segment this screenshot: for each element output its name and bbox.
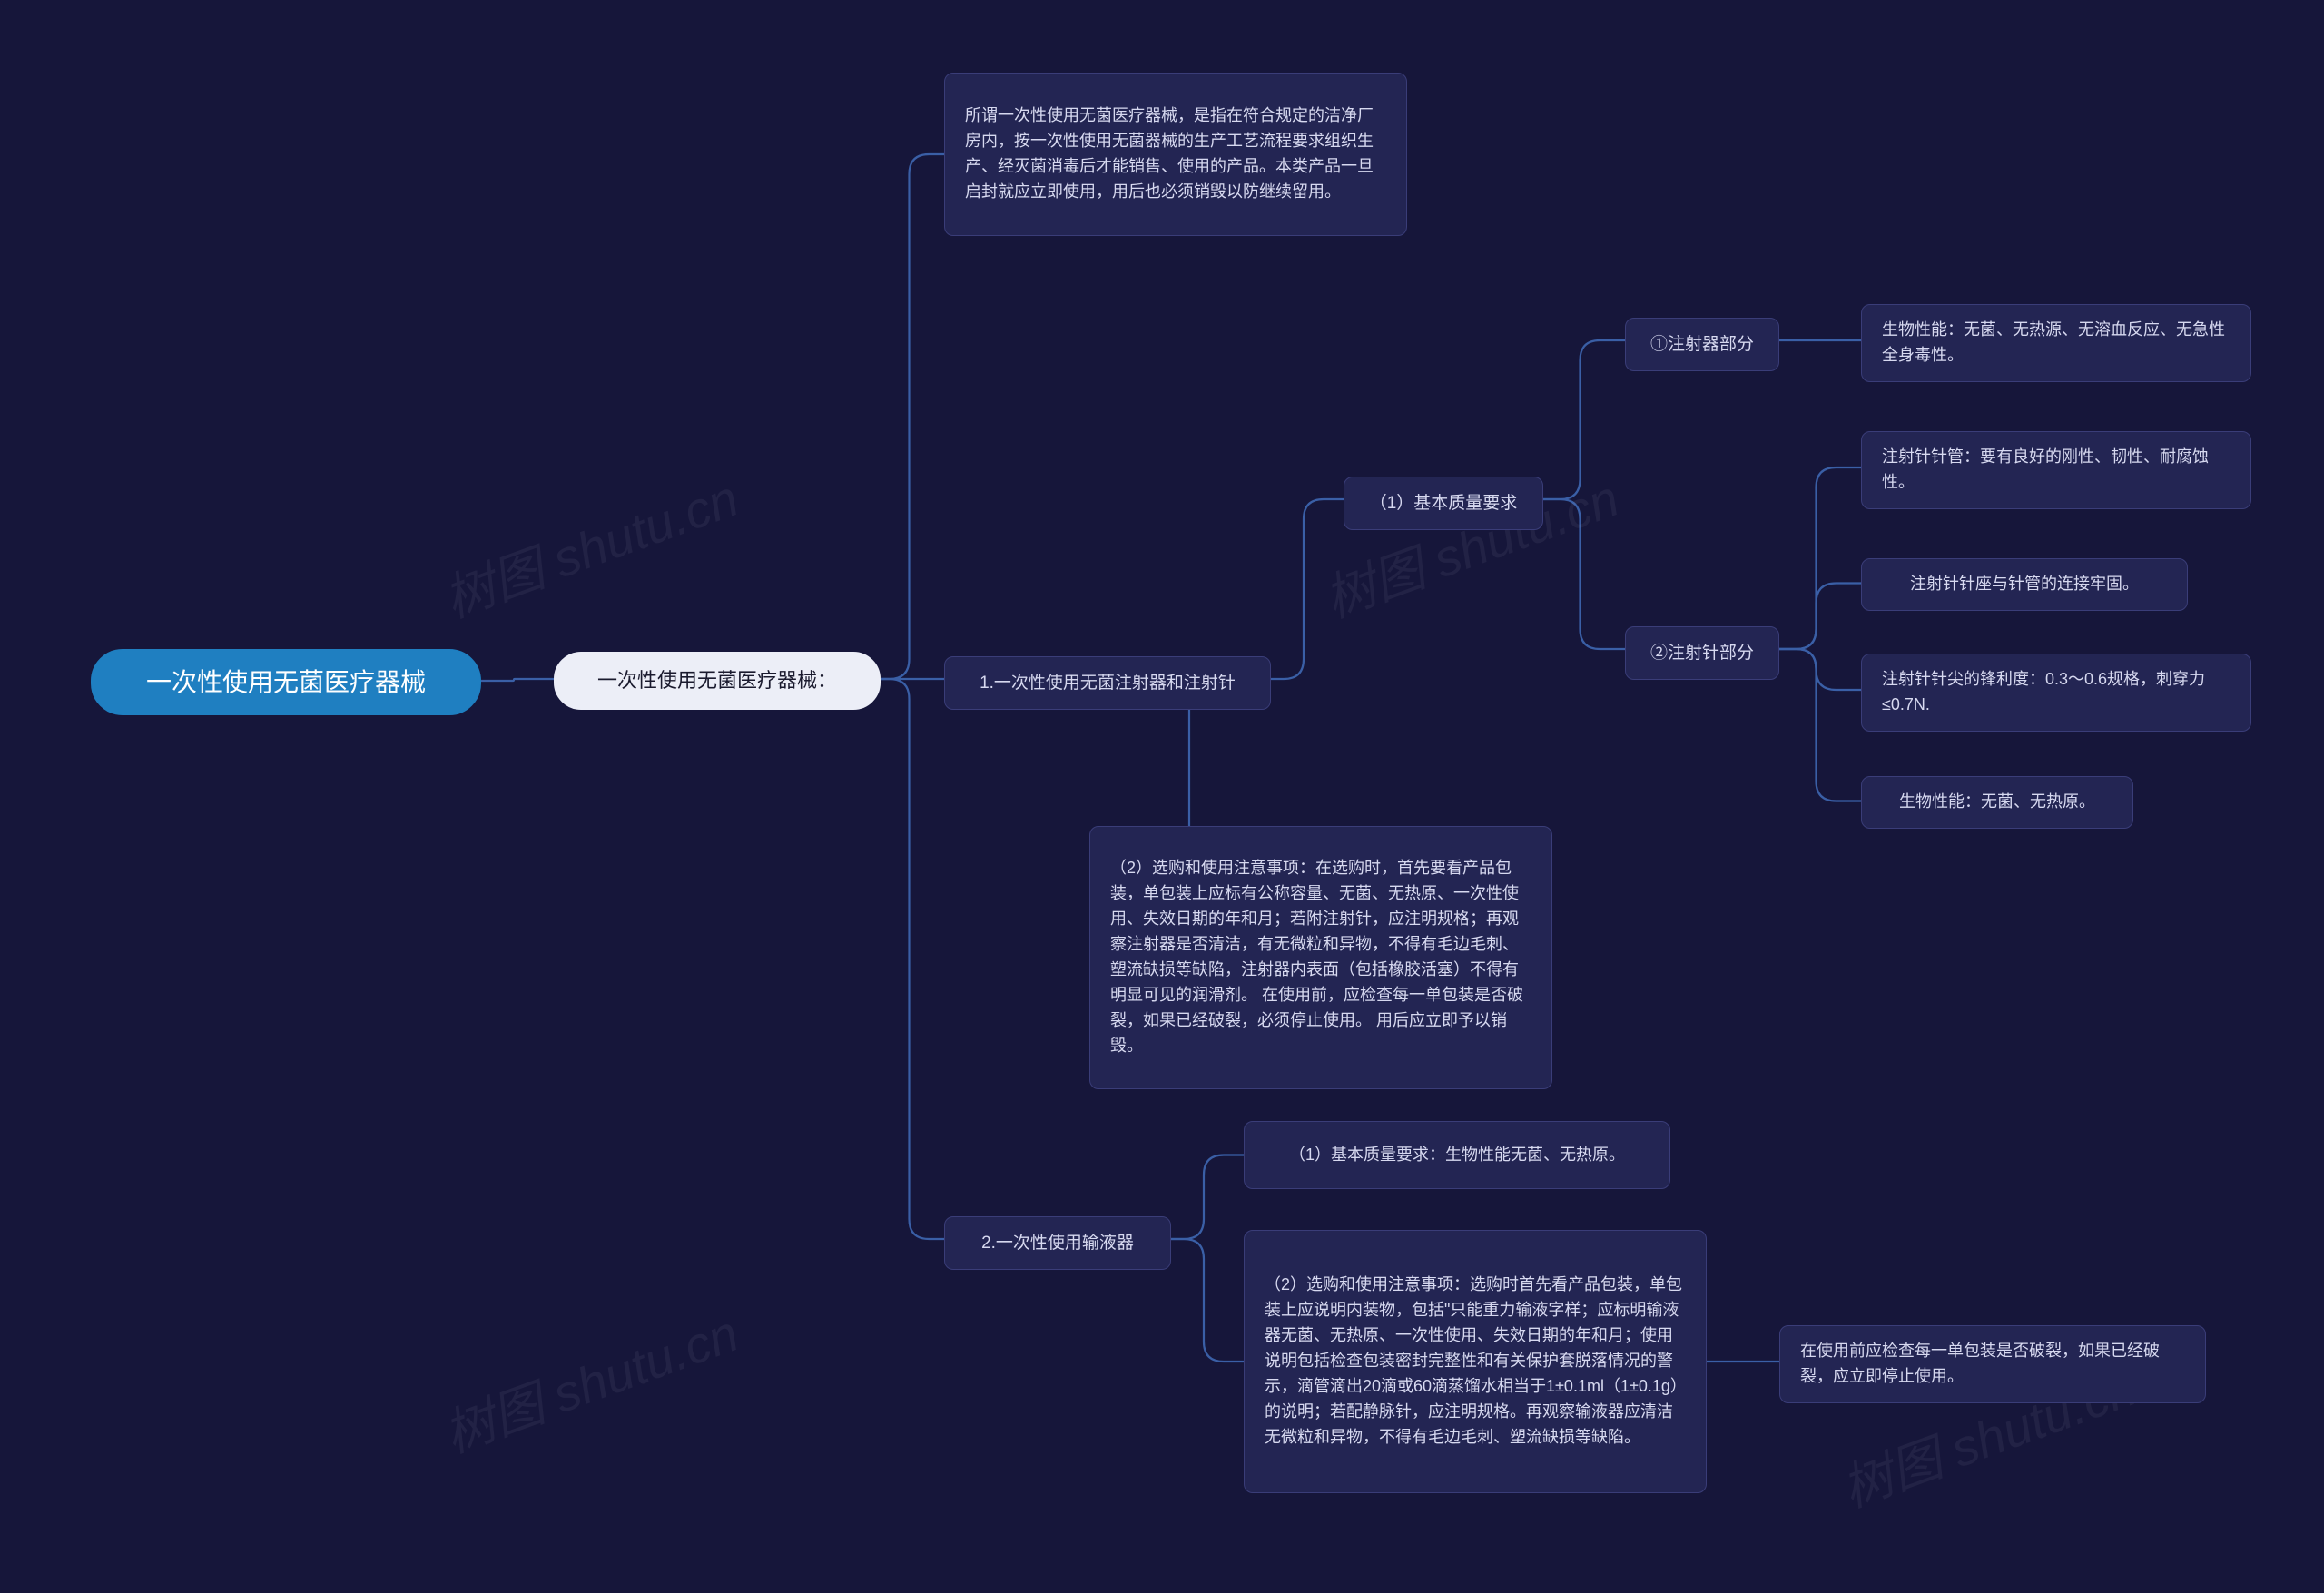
mindmap-stage: 树图 shutu.cn树图 shutu.cn树图 shutu.cn树图 shut… [0,0,2324,1593]
edge-root-n1 [481,679,554,681]
node-leaf5[interactable]: 生物性能：无菌、无热原。 [1861,776,2133,829]
edge-n2a2-leaf2 [1779,467,1861,649]
node-n1[interactable]: 一次性使用无菌医疗器械： [554,652,881,710]
edge-n2a-n2a1 [1543,340,1625,499]
watermark: 树图 shutu.cn [432,457,747,632]
node-n2[interactable]: 1.一次性使用无菌注射器和注射针 [944,656,1271,710]
node-n3b[interactable]: （2）选购和使用注意事项：选购时首先看产品包装，单包装上应说明内装物，包括"只能… [1244,1230,1707,1493]
node-n2a[interactable]: （1）基本质量要求 [1344,477,1543,530]
node-leaf4[interactable]: 注射针针尖的锋利度：0.3～0.6规格，刺穿力≤0.7N. [1861,654,2251,732]
node-n3b1[interactable]: 在使用前应检查每一单包装是否破裂，如果已经破裂，应立即停止使用。 [1779,1325,2206,1403]
node-root[interactable]: 一次性使用无菌医疗器械 [91,649,481,715]
node-n3a[interactable]: （1）基本质量要求：生物性能无菌、无热原。 [1244,1121,1670,1189]
edge-n2a2-leaf4 [1779,649,1861,690]
edge-n2a2-leaf3 [1779,584,1861,650]
watermark: 树图 shutu.cn [432,1293,747,1467]
edge-n3-n3b [1171,1239,1244,1362]
edge-n1-n3 [881,679,944,1239]
edge-n3-n3a [1171,1155,1244,1240]
node-n3[interactable]: 2.一次性使用输液器 [944,1216,1171,1270]
edge-n2-n2a [1271,499,1344,679]
node-leaf2[interactable]: 注射针针管：要有良好的刚性、韧性、耐腐蚀性。 [1861,431,2251,509]
edge-n1-n1_desc [881,154,944,679]
edge-n2a2-leaf5 [1779,649,1861,801]
node-leaf3[interactable]: 注射针针座与针管的连接牢固。 [1861,558,2188,611]
node-leaf1[interactable]: 生物性能：无菌、无热源、无溶血反应、无急性全身毒性。 [1861,304,2251,382]
node-n2b[interactable]: （2）选购和使用注意事项：在选购时，首先要看产品包装，单包装上应标有公称容量、无… [1089,826,1552,1089]
node-n2a1[interactable]: ①注射器部分 [1625,318,1779,371]
node-n2a2[interactable]: ②注射针部分 [1625,626,1779,680]
node-n1_desc[interactable]: 所谓一次性使用无菌医疗器械，是指在符合规定的洁净厂房内，按一次性使用无菌器械的生… [944,73,1407,236]
edge-n2a-n2a2 [1543,499,1625,649]
